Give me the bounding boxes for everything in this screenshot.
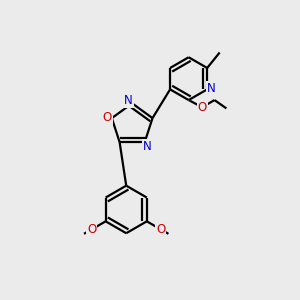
Text: N: N [124,94,133,107]
Text: N: N [207,82,216,95]
Text: O: O [87,223,96,236]
Text: O: O [198,101,207,114]
Text: O: O [156,223,165,236]
Text: N: N [143,140,152,153]
Text: O: O [102,111,112,124]
